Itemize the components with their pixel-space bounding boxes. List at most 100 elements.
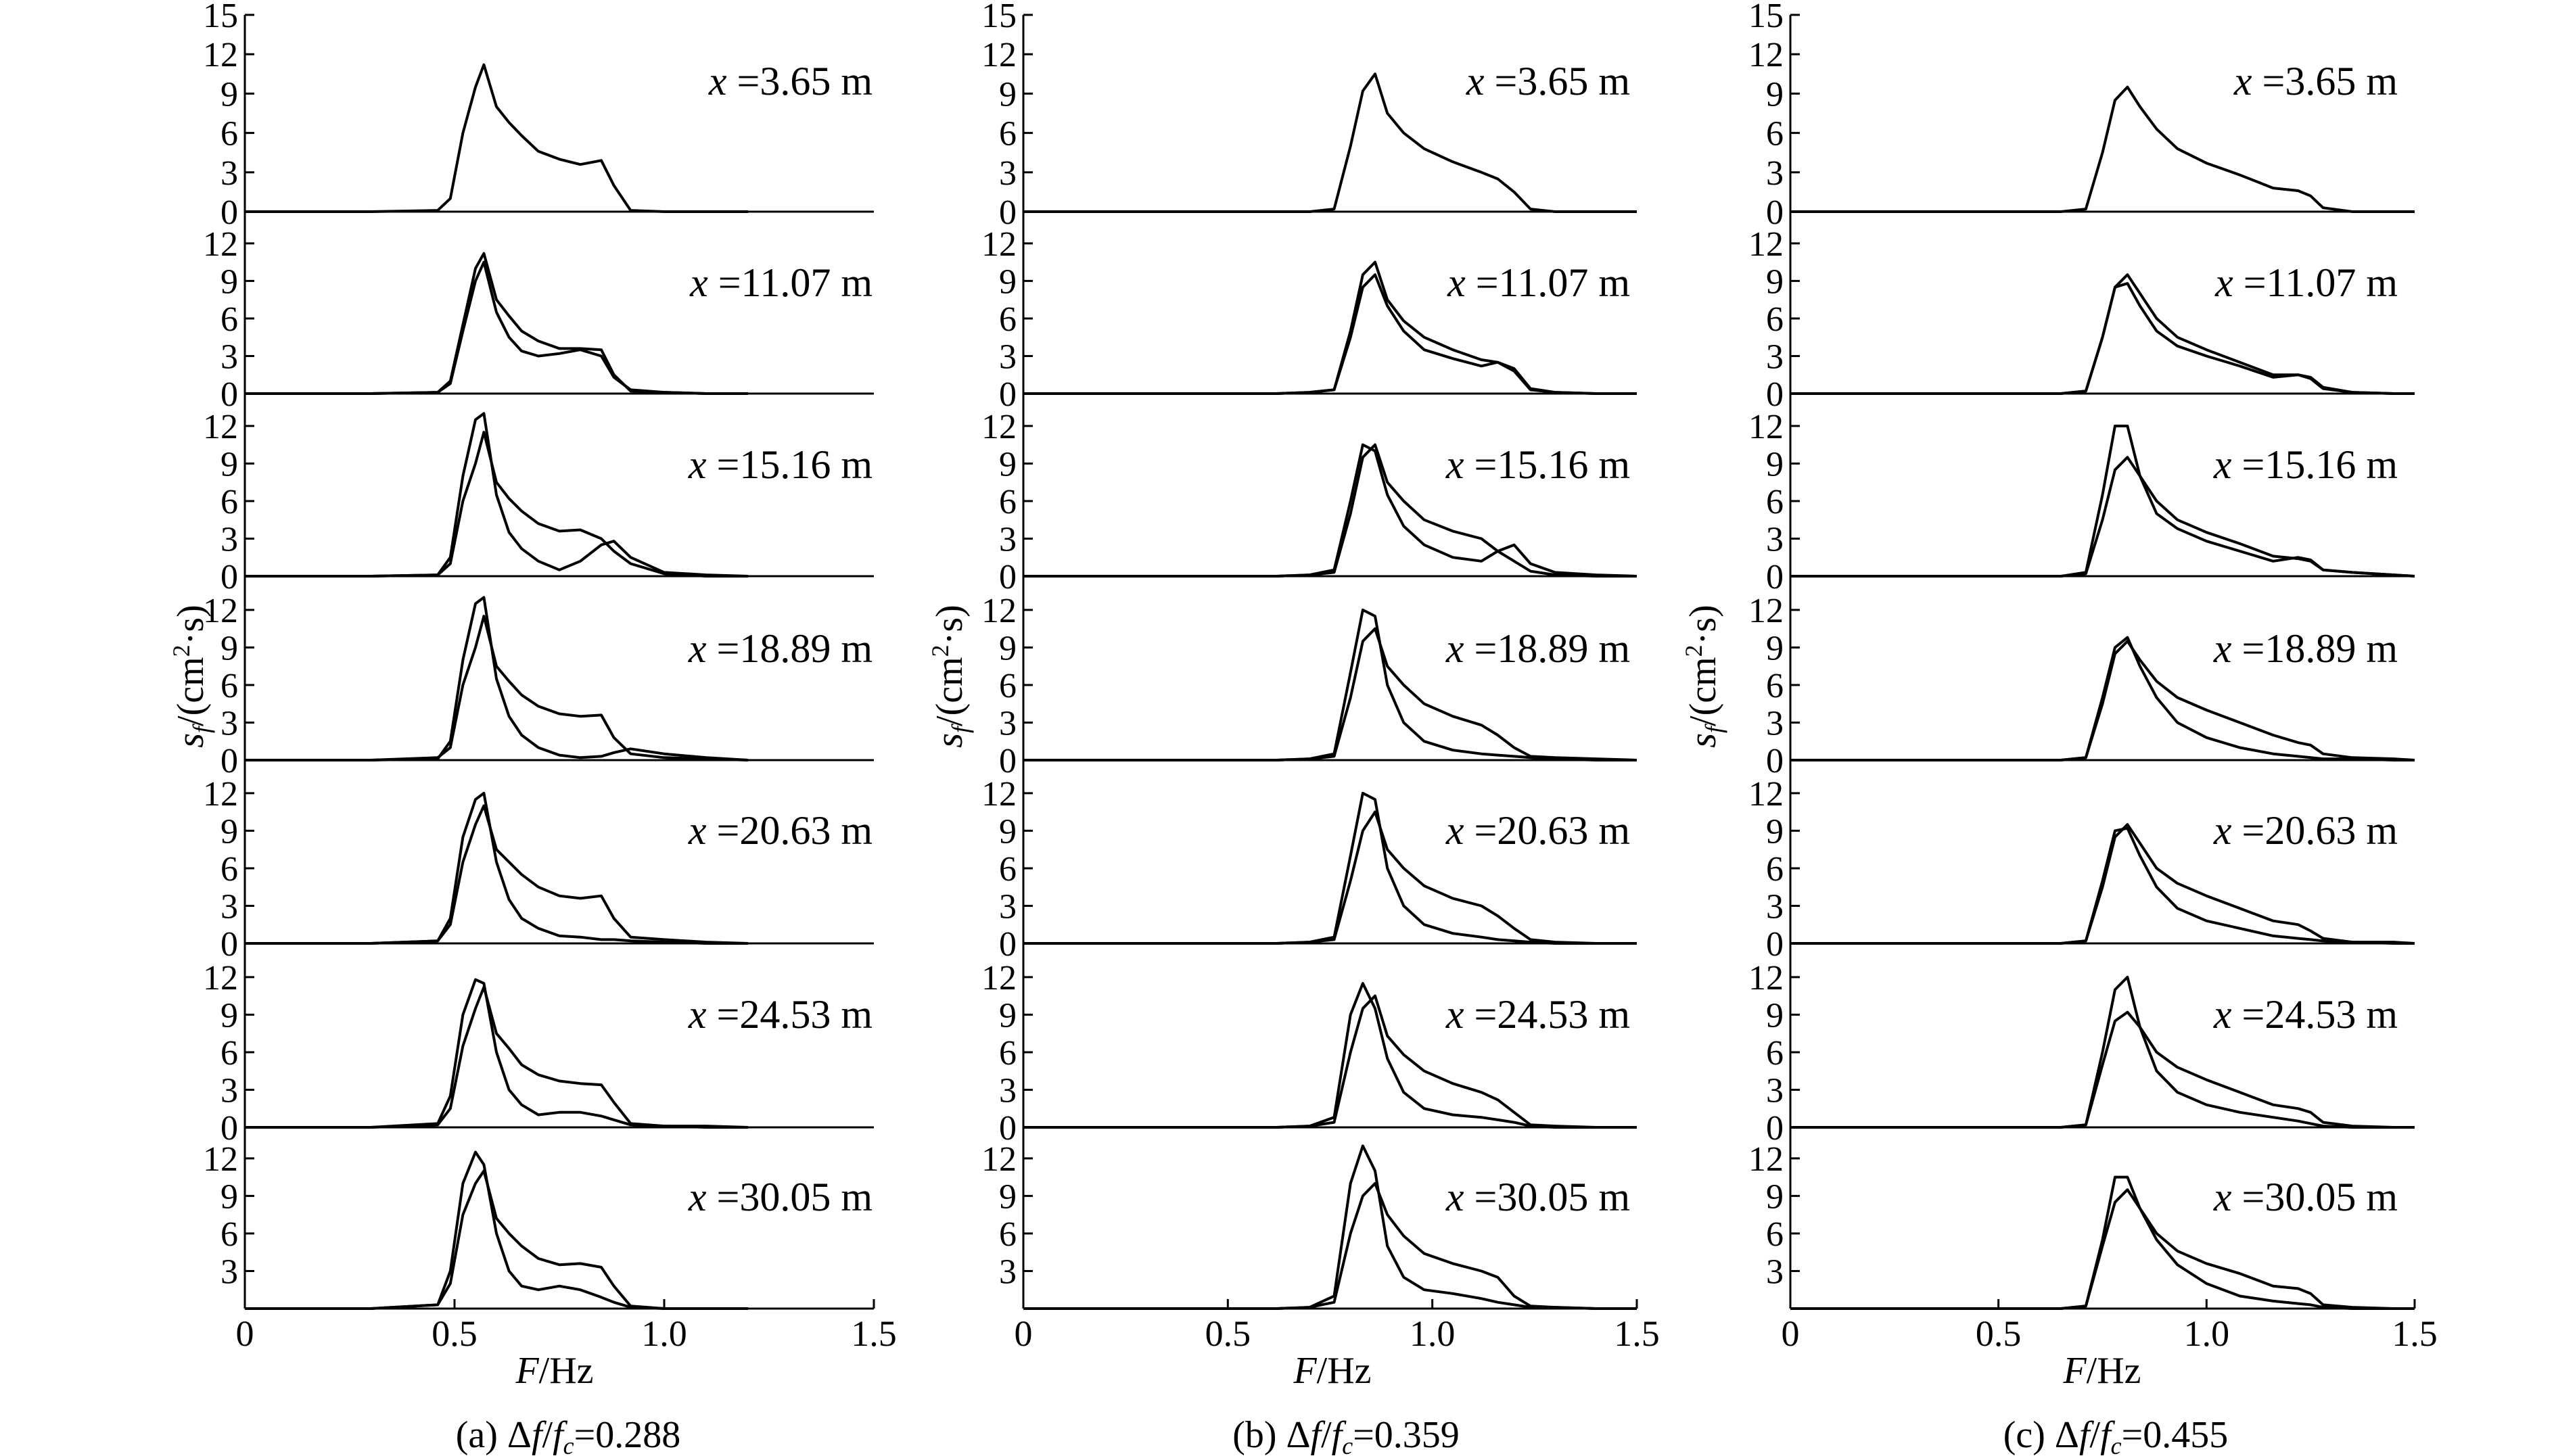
y-tick-label: 15 [203, 0, 238, 35]
y-tick-label: 9 [220, 629, 238, 667]
y-tick-label: 6 [999, 300, 1017, 339]
series-line-b-7-2 [1023, 1144, 1637, 1310]
y-tick-label: 12 [1748, 408, 1784, 446]
y-tick-label: 12 [203, 775, 238, 814]
y-tick-label: 9 [1766, 75, 1784, 114]
caption-b: (b) Δf/fc=0.359 [1232, 1414, 1460, 1456]
panel-label-c-4: x =18.89 m [2213, 626, 2398, 671]
series-line-b-2-2 [1023, 273, 1637, 395]
x-tick-label: 1.0 [641, 1313, 687, 1354]
series-line-c-1-1 [1790, 85, 2415, 213]
x-tick-label: 1.5 [851, 1313, 897, 1354]
series-line-a-4-1 [245, 615, 749, 761]
y-tick-label: 6 [1766, 115, 1784, 154]
y-tick-label: 15 [981, 0, 1017, 35]
y-tick-label: 12 [981, 959, 1017, 997]
y-tick-label: 6 [220, 115, 238, 154]
y-tick-label: 9 [999, 996, 1017, 1035]
series-line-a-7-1 [245, 1169, 748, 1310]
y-tick-label: 3 [1766, 1071, 1784, 1110]
y-tick-label: 3 [999, 1071, 1017, 1110]
y-tick-label: 0 [220, 558, 238, 596]
y-tick-label: 9 [999, 445, 1017, 484]
series-line-a-7-2 [245, 1150, 748, 1310]
x-tick-label: 0.5 [1205, 1313, 1251, 1354]
panel-label-c-3: x =15.16 m [2213, 442, 2398, 487]
y-tick-label: 12 [203, 592, 238, 630]
y-tick-label: 9 [999, 629, 1017, 667]
series-line-c-6-2 [1790, 975, 2415, 1129]
y-tick-label: 3 [999, 337, 1017, 376]
x-tick-label: 1.0 [2184, 1313, 2230, 1354]
y-tick-label: 9 [999, 1177, 1017, 1216]
panel-label-b-7: x =30.05 m [1445, 1175, 1630, 1219]
panel-label-a-3: x =15.16 m [688, 442, 873, 487]
x-tick-label: 0 [1015, 1313, 1033, 1354]
y-tick-label: 9 [220, 812, 238, 851]
y-tick-label: 6 [220, 1034, 238, 1073]
x-axis-label-c: F/Hz [2062, 1350, 2141, 1392]
series-line-a-1-1 [245, 63, 748, 213]
y-tick-label: 9 [999, 262, 1017, 301]
y-tick-label: 9 [1766, 812, 1784, 851]
y-axis-label-b: sf/(cm2·s) [927, 605, 974, 748]
y-tick-label: 9 [999, 812, 1017, 851]
panel-label-b-6: x =24.53 m [1445, 992, 1630, 1037]
y-tick-label: 0 [999, 742, 1017, 780]
y-tick-label: 6 [1766, 300, 1784, 339]
y-tick-label: 3 [1766, 337, 1784, 376]
y-tick-label: 9 [220, 1177, 238, 1216]
y-tick-label: 12 [1748, 592, 1784, 630]
panel-label-a-4: x =18.89 m [688, 626, 873, 671]
y-tick-label: 6 [220, 483, 238, 521]
y-tick-label: 6 [999, 115, 1017, 154]
series-line-c-4-2 [1790, 636, 2415, 761]
y-tick-label: 6 [1766, 850, 1784, 889]
series-line-c-5-2 [1790, 826, 2415, 945]
y-tick-label: 12 [1748, 225, 1784, 264]
y-tick-label: 0 [999, 558, 1017, 596]
y-tick-label: 12 [1748, 775, 1784, 814]
y-tick-label: 9 [1766, 996, 1784, 1035]
y-tick-label: 3 [220, 154, 238, 193]
y-tick-label: 12 [981, 408, 1017, 446]
panel-label-a-1: x =3.65 m [708, 59, 873, 103]
y-tick-label: 3 [999, 154, 1017, 193]
y-tick-label: 0 [999, 1109, 1017, 1148]
y-tick-label: 3 [1766, 1252, 1784, 1291]
y-tick-label: 0 [1766, 193, 1784, 232]
x-tick-label: 1.0 [1410, 1313, 1456, 1354]
y-tick-label: 6 [220, 1215, 238, 1254]
y-tick-label: 3 [220, 337, 238, 376]
y-tick-label: 6 [1766, 667, 1784, 705]
y-tick-label: 0 [220, 925, 238, 964]
y-tick-label: 9 [1766, 262, 1784, 301]
y-tick-label: 6 [220, 667, 238, 705]
y-tick-label: 12 [981, 775, 1017, 814]
y-tick-label: 12 [203, 36, 238, 74]
y-tick-label: 3 [220, 704, 238, 743]
y-tick-label: 6 [1766, 1215, 1784, 1254]
panel-label-b-5: x =20.63 m [1445, 808, 1630, 853]
panel-label-b-4: x =18.89 m [1445, 626, 1630, 671]
series-line-b-1-1 [1023, 72, 1637, 213]
series-line-a-2-2 [245, 260, 748, 395]
panel-label-b-1: x =3.65 m [1466, 59, 1630, 103]
y-tick-label: 6 [999, 1215, 1017, 1254]
panel-label-a-2: x =11.07 m [689, 260, 873, 305]
panel-label-a-5: x =20.63 m [688, 808, 873, 853]
y-axis-label-c: sf/(cm2·s) [1680, 605, 1727, 748]
y-tick-label: 6 [999, 850, 1017, 889]
y-tick-label: 15 [1748, 0, 1784, 35]
series-line-b-4-2 [1023, 608, 1637, 761]
panel-label-a-6: x =24.53 m [688, 992, 873, 1037]
y-tick-label: 3 [999, 887, 1017, 926]
x-axis-label-b: F/Hz [1293, 1350, 1371, 1392]
series-line-b-6-2 [1023, 982, 1637, 1129]
y-tick-label: 9 [220, 445, 238, 484]
x-tick-label: 0.5 [432, 1313, 478, 1354]
y-tick-label: 9 [1766, 1177, 1784, 1216]
series-line-a-5-2 [245, 791, 748, 945]
y-tick-label: 9 [1766, 445, 1784, 484]
